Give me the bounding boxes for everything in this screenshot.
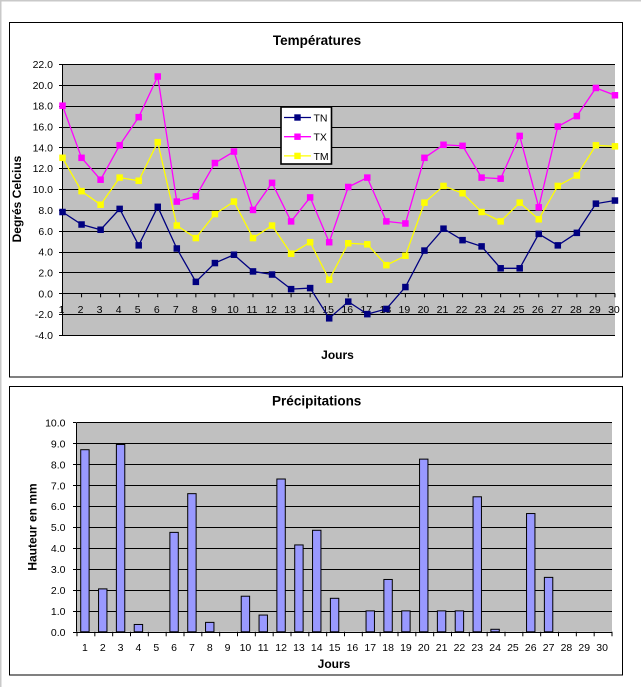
svg-text:8.0: 8.0 — [51, 459, 66, 471]
svg-text:29: 29 — [589, 304, 601, 316]
svg-text:8: 8 — [192, 304, 198, 316]
svg-text:27: 27 — [551, 304, 563, 316]
svg-text:1: 1 — [82, 642, 88, 654]
svg-text:2.0: 2.0 — [51, 585, 66, 597]
svg-text:19: 19 — [399, 304, 411, 316]
svg-text:7: 7 — [173, 304, 179, 316]
svg-text:7.0: 7.0 — [51, 480, 66, 492]
svg-text:-2.0: -2.0 — [35, 309, 53, 321]
svg-text:4: 4 — [116, 304, 122, 316]
svg-text:14: 14 — [311, 642, 323, 654]
svg-text:TN: TN — [314, 113, 328, 125]
svg-text:3.0: 3.0 — [51, 564, 66, 576]
svg-text:11: 11 — [258, 642, 269, 654]
svg-text:TM: TM — [314, 151, 329, 163]
svg-text:30: 30 — [596, 642, 608, 654]
svg-text:10.0: 10.0 — [45, 418, 66, 430]
svg-text:13: 13 — [293, 642, 305, 654]
svg-text:9: 9 — [211, 304, 217, 316]
svg-text:6.0: 6.0 — [38, 226, 53, 238]
svg-text:3: 3 — [118, 642, 124, 654]
svg-text:5: 5 — [135, 304, 141, 316]
svg-text:8: 8 — [207, 642, 213, 654]
svg-text:23: 23 — [471, 642, 483, 654]
svg-text:17: 17 — [364, 642, 376, 654]
svg-text:14.0: 14.0 — [33, 142, 54, 154]
svg-text:26: 26 — [525, 642, 537, 654]
svg-text:13: 13 — [284, 304, 296, 316]
svg-text:Températures: Températures — [273, 33, 361, 48]
svg-text:11: 11 — [247, 304, 258, 316]
svg-text:2: 2 — [78, 304, 84, 316]
svg-text:16: 16 — [341, 304, 353, 316]
svg-text:6: 6 — [171, 642, 177, 654]
svg-text:16: 16 — [347, 642, 359, 654]
svg-text:10.0: 10.0 — [33, 184, 54, 196]
svg-text:6: 6 — [154, 304, 160, 316]
svg-text:Hauteur en mm: Hauteur en mm — [26, 483, 40, 570]
svg-text:28: 28 — [561, 642, 573, 654]
svg-text:21: 21 — [436, 642, 448, 654]
svg-text:25: 25 — [507, 642, 519, 654]
svg-text:Jours: Jours — [321, 348, 354, 362]
svg-text:TX: TX — [314, 132, 327, 144]
svg-text:22: 22 — [454, 642, 466, 654]
svg-text:0.0: 0.0 — [51, 627, 66, 639]
svg-text:29: 29 — [578, 642, 590, 654]
svg-text:12: 12 — [275, 642, 287, 654]
svg-text:10: 10 — [227, 304, 239, 316]
svg-text:25: 25 — [513, 304, 525, 316]
svg-text:18: 18 — [382, 642, 394, 654]
svg-text:30: 30 — [608, 304, 620, 316]
svg-text:Degrés Celcius: Degrés Celcius — [10, 155, 24, 242]
svg-text:12.0: 12.0 — [33, 163, 54, 175]
svg-text:20: 20 — [418, 642, 430, 654]
svg-text:4.0: 4.0 — [38, 247, 53, 259]
svg-text:22: 22 — [456, 304, 468, 316]
svg-text:28: 28 — [570, 304, 582, 316]
svg-text:14: 14 — [303, 304, 315, 316]
svg-text:24: 24 — [489, 642, 501, 654]
svg-text:21: 21 — [437, 304, 449, 316]
svg-text:26: 26 — [532, 304, 544, 316]
svg-text:15: 15 — [329, 642, 341, 654]
svg-text:Jours: Jours — [318, 657, 351, 671]
svg-text:0.0: 0.0 — [38, 288, 53, 300]
svg-text:15: 15 — [322, 304, 334, 316]
svg-text:2.0: 2.0 — [38, 268, 53, 280]
svg-text:1: 1 — [59, 304, 65, 316]
svg-text:16.0: 16.0 — [33, 122, 54, 134]
svg-text:4.0: 4.0 — [51, 543, 66, 555]
svg-text:19: 19 — [400, 642, 412, 654]
svg-text:5: 5 — [153, 642, 159, 654]
svg-text:17: 17 — [360, 304, 372, 316]
svg-text:1.0: 1.0 — [51, 606, 66, 618]
svg-text:5.0: 5.0 — [51, 522, 66, 534]
svg-text:20: 20 — [418, 304, 430, 316]
svg-text:9: 9 — [225, 642, 231, 654]
svg-text:12: 12 — [265, 304, 277, 316]
svg-text:22.0: 22.0 — [33, 59, 54, 71]
svg-text:3: 3 — [97, 304, 103, 316]
svg-text:20.0: 20.0 — [33, 80, 54, 92]
svg-text:8.0: 8.0 — [38, 205, 53, 217]
svg-text:9.0: 9.0 — [51, 438, 66, 450]
svg-text:2: 2 — [100, 642, 106, 654]
svg-text:Précipitations: Précipitations — [272, 394, 361, 409]
svg-text:6.0: 6.0 — [51, 501, 66, 513]
svg-text:18.0: 18.0 — [33, 101, 54, 113]
svg-text:10: 10 — [240, 642, 252, 654]
svg-text:27: 27 — [543, 642, 555, 654]
svg-text:-4.0: -4.0 — [35, 330, 53, 342]
svg-text:7: 7 — [189, 642, 195, 654]
svg-text:23: 23 — [475, 304, 487, 316]
svg-text:24: 24 — [494, 304, 506, 316]
svg-text:4: 4 — [135, 642, 141, 654]
